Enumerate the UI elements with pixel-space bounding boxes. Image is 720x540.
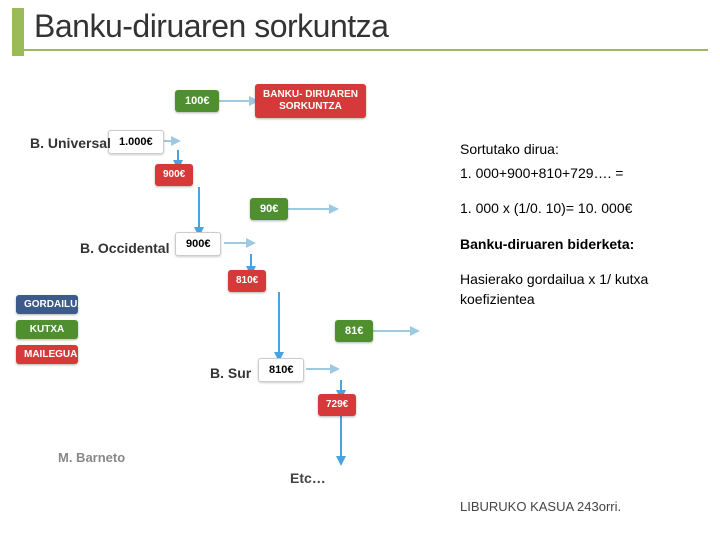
arrow-down [340,380,342,390]
arrow-right-head [329,204,339,214]
arrow-right [370,330,410,332]
side-line4: Hasierako gordailua x 1/ kutxa koefizien… [460,270,710,309]
node-hdr: BANKU- DIRUARENSORKUNTZA [255,84,366,118]
arrow-right-head [246,238,256,248]
flow-diagram: 1.000€ 100€ BANKU- DIRUARENSORKUNTZA 900€ 90… [0,70,450,540]
node-d3: 810€ [258,358,304,382]
node-m2: 810€ [228,270,266,292]
bank-label: M. Barneto [58,450,125,465]
node-m1: 900€ [155,164,193,186]
arrow-down [250,254,252,266]
side-line2: 1. 000 x (1/0. 10)= 10. 000€ [460,199,710,219]
bank-label: B. Universal [30,135,111,151]
arrow-down-head [336,456,346,466]
arrow-right-head [410,326,420,336]
bank-label: B. Sur [210,365,251,381]
arrow-right-head [330,364,340,374]
arrow-down [177,150,179,160]
side-text-block: Sortutako dirua: 1. 000+900+810+729…. = … [460,140,710,326]
node-k2: 90€ [250,198,288,220]
title-block: Banku-diruaren sorkuntza [12,8,708,51]
bank-label: B. Occidental [80,240,169,256]
page-title: Banku-diruaren sorkuntza [12,8,708,45]
node-d1: 1.000€ [108,130,164,154]
arrow-down [198,187,200,227]
arrow-down [340,416,342,456]
node-k1: 100€ [175,90,219,112]
footer-note: LIBURUKO KASUA 243orri. [460,499,621,514]
node-m3: 729€ [318,394,356,416]
arrow-right-head [171,136,181,146]
bank-label: Etc… [290,470,326,486]
side-line1-calc: 1. 000+900+810+729…. = [460,164,710,184]
legend: GORDAILUA KUTXA MAILEGUA [16,295,78,370]
side-line3: Banku-diruaren biderketa: [460,235,710,255]
title-underline [12,49,708,51]
node-d2: 900€ [175,232,221,256]
node-k3: 81€ [335,320,373,342]
arrow-down [278,292,280,352]
arrow-right [224,242,246,244]
legend-item: KUTXA [16,320,78,339]
arrow-right [306,368,330,370]
title-accent-bar [12,8,24,56]
legend-item: MAILEGUA [16,345,78,364]
legend-item: GORDAILUA [16,295,78,314]
side-line1-label: Sortutako dirua: [460,140,710,160]
arrow-right [285,208,329,210]
